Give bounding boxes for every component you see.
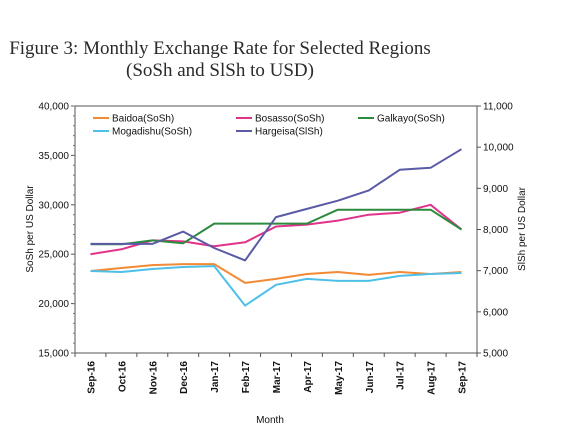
x-tick-label: Oct-16 [117, 361, 128, 393]
y2-tick-label: 6,000 [483, 307, 508, 318]
y-tick-label: 30,000 [38, 200, 69, 211]
chart-title-line1: Figure 3: Monthly Exchange Rate for Sele… [9, 38, 431, 59]
legend-label-bosasso-sosh: Bosasso(SoSh) [255, 114, 324, 125]
y2-tick-label: 9,000 [483, 184, 508, 195]
legend-label-baidoa-sosh: Baidoa(SoSh) [112, 114, 174, 125]
y-tick-label: 25,000 [38, 250, 69, 261]
y-tick-label: 20,000 [38, 299, 69, 310]
series-line-baidoa-sosh [90, 263, 462, 284]
x-tick-label: Jul-17 [396, 361, 407, 390]
x-tick-label: Nov-16 [148, 361, 159, 395]
y2-tick-label: 5,000 [483, 349, 508, 360]
left-y-axis: 15,000 20,000 25,000 30,000 35,000 40,000 [38, 102, 75, 360]
y2-tick-label: 7,000 [483, 266, 508, 277]
chart-subtitle: (SoSh and SlSh to USD) [126, 60, 314, 81]
series-group [90, 148, 463, 307]
right-y-axis: 5,000 6,000 7,000 8,000 9,000 10,000 11,000 [477, 102, 514, 360]
plot-area [74, 105, 478, 354]
x-tick-label: May-17 [334, 361, 345, 395]
y2-axis-title: SlSh per US Dollar [517, 186, 528, 271]
x-tick-label: Feb-17 [241, 361, 252, 394]
x-tick-label: Jun-17 [365, 361, 376, 394]
x-tick-label: Sep-16 [86, 361, 97, 394]
legend: Baidoa(SoSh) Bosasso(SoSh) Galkayo(SoSh) Mo… [93, 114, 445, 138]
x-tick-label: Aug-17 [427, 361, 438, 395]
chart-title: Figure 3: Monthly Exchange Rate for Sele… [0, 38, 440, 82]
series-line-hargeisa-slsh [90, 148, 463, 262]
y-tick-label: 40,000 [38, 102, 69, 113]
legend-label-mogadishu-sosh: Mogadishu(SoSh) [112, 127, 192, 138]
y2-tick-label: 10,000 [483, 143, 514, 154]
x-tick-label: Mar-17 [272, 361, 283, 394]
legend-label-galkayo-sosh: Galkayo(SoSh) [377, 114, 445, 125]
x-tick-label: Sep-17 [458, 361, 469, 394]
x-tick-label: Jan-17 [210, 361, 221, 393]
y-tick-label: 35,000 [38, 151, 69, 162]
series-line-mogadishu-sosh [90, 265, 462, 307]
series-line-galkayo-sosh [90, 208, 463, 246]
y2-tick-label: 11,000 [483, 102, 513, 113]
legend-label-hargeisa-slsh: Hargeisa(SlSh) [255, 127, 323, 138]
x-tick-label: Apr-17 [303, 361, 314, 393]
x-tick-label: Dec-16 [179, 361, 190, 394]
y2-tick-label: 8,000 [483, 225, 508, 236]
y-axis-title: SoSh per US Dollar [25, 185, 36, 273]
x-axis: Sep-16 Oct-16 Nov-16 Dec-16 Jan-17 Feb-17 Mar-… [74, 353, 478, 395]
x-axis-title: Month [256, 415, 284, 426]
y-tick-label: 15,000 [38, 349, 69, 360]
